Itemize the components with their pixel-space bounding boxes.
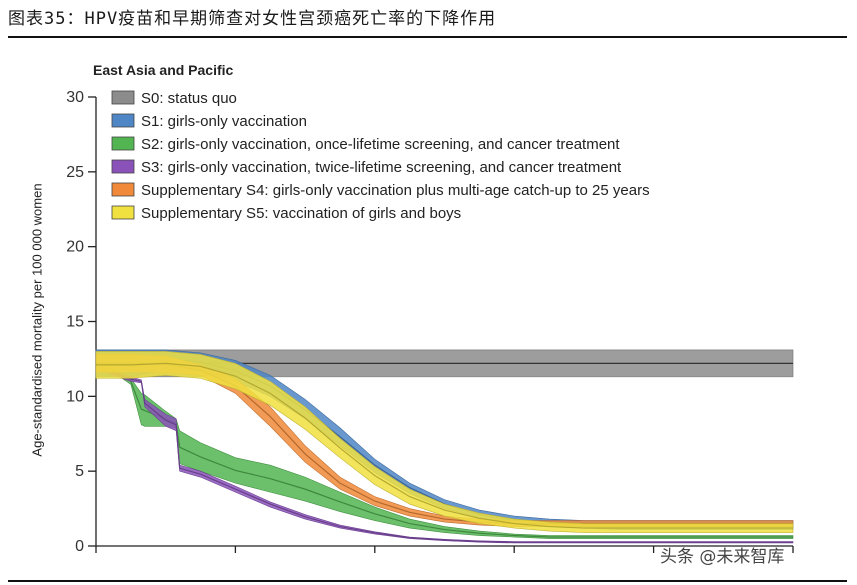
legend-label: S0: status quo: [141, 90, 237, 107]
legend-swatch: [111, 159, 135, 174]
y-tick-label: 20: [66, 239, 84, 256]
series-line-s2: [95, 362, 793, 538]
chart-title: East Asia and Pacific: [93, 62, 234, 78]
series-line-s3: [95, 364, 793, 543]
y-tick-label: 15: [66, 314, 84, 331]
y-tick-label: 0: [75, 538, 84, 555]
y-tick-label: 25: [66, 164, 84, 181]
legend-swatch: [111, 113, 135, 128]
watermark-text: 头条 @未来智库: [660, 547, 785, 567]
legend-swatch: [111, 136, 135, 151]
y-tick-label: 5: [75, 463, 84, 480]
legend-swatch: [111, 205, 135, 220]
series-band-s2: [95, 361, 794, 539]
legend-label: S3: girls-only vaccination, twice-lifeti…: [141, 159, 622, 176]
bottom-rule: [8, 580, 847, 582]
legend-label: Supplementary S5: vaccination of girls a…: [141, 205, 461, 222]
legend-label: S1: girls-only vaccination: [141, 113, 307, 130]
legend-swatch: [111, 90, 135, 105]
legend-label: Supplementary S4: girls-only vaccination…: [141, 182, 650, 199]
y-tick-label: 30: [66, 89, 84, 106]
series-band-s5: [95, 351, 794, 533]
top-rule: [8, 36, 847, 38]
series-line-s5: [96, 362, 793, 529]
figure-caption: 图表35：HPV疫苗和早期筛查对女性宫颈癌死亡率的下降作用: [8, 9, 497, 29]
y-tick-label: 10: [66, 388, 84, 405]
series-band-s3: [95, 362, 794, 544]
legend-label: S2: girls-only vaccination, once-lifetim…: [141, 136, 620, 153]
legend-swatch: [111, 182, 135, 197]
